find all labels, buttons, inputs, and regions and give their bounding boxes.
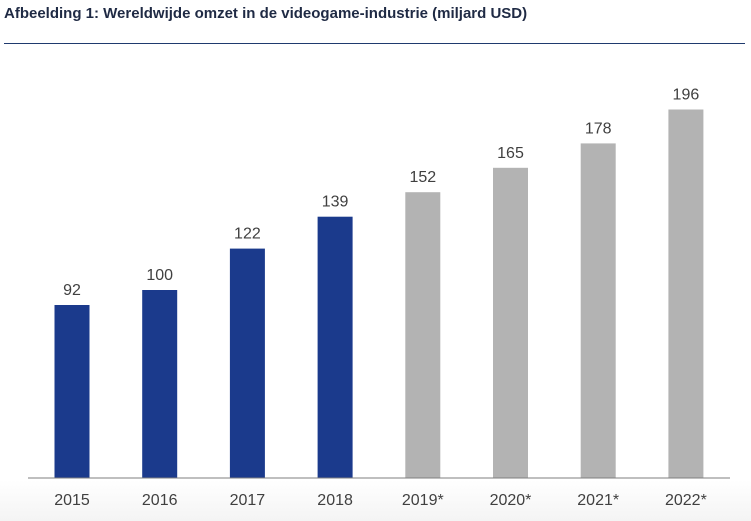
bar-2020-forecast — [493, 167, 528, 479]
x-tick-label: 2015 — [54, 492, 90, 509]
title-divider — [4, 43, 745, 44]
x-tick-label: 2019* — [402, 492, 444, 509]
bar-2017 — [229, 248, 265, 478]
x-tick-label: 2022* — [665, 492, 707, 509]
value-label: 152 — [409, 169, 436, 186]
bars-group — [54, 109, 704, 479]
value-labels-group: 92 100 122 139 152 165 178 196 — [63, 87, 699, 300]
x-tick-label: 2020* — [490, 492, 532, 509]
value-label: 178 — [585, 120, 612, 137]
bar-2016 — [142, 290, 178, 478]
x-tick-label: 2018 — [317, 492, 353, 509]
value-label: 122 — [234, 226, 261, 243]
x-tick-label: 2017 — [230, 492, 266, 509]
x-tick-label: 2021* — [577, 492, 619, 509]
value-label: 196 — [673, 87, 700, 104]
bar-2021-forecast — [580, 143, 616, 478]
x-tick-labels-group: 2015 2016 2017 2018 2019* 2020* 2021* 2022* — [54, 492, 707, 509]
chart-title: Afbeelding 1: Wereldwijde omzet in de vi… — [4, 5, 528, 22]
x-tick-label: 2016 — [142, 492, 178, 509]
value-label: 139 — [322, 194, 349, 211]
value-label: 92 — [63, 282, 81, 299]
bar-2022-forecast — [668, 109, 704, 478]
bar-2019-forecast — [405, 192, 441, 478]
bar-2015 — [54, 305, 90, 478]
value-label: 100 — [146, 267, 173, 284]
value-label: 165 — [497, 145, 524, 162]
bottom-band — [0, 480, 751, 521]
bar-2018 — [317, 216, 353, 478]
